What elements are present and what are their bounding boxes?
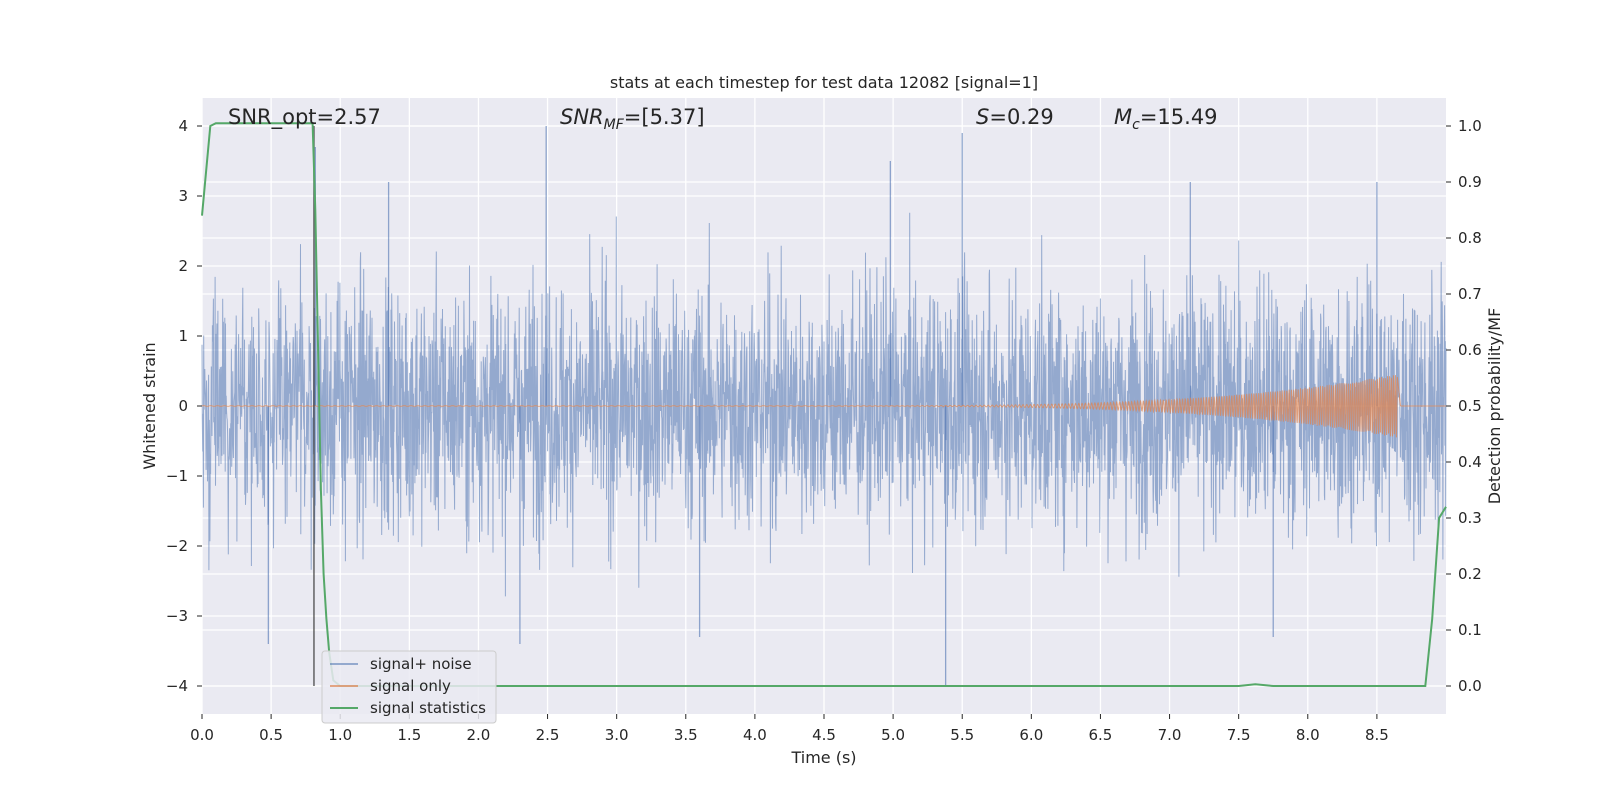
annotation-snr-mf: SNRMF=[5.37] <box>560 105 705 133</box>
annotation-snr-mf-base: SNR <box>560 105 604 129</box>
legend-label-stat: signal statistics <box>370 699 486 717</box>
y-tick-label-5: 1 <box>178 327 188 345</box>
x-tick-label-9: 4.5 <box>812 726 836 744</box>
x-tick-label-0: 0.0 <box>190 726 214 744</box>
y-tick-label-2: −2 <box>166 537 188 555</box>
x-tick-label-10: 5.0 <box>881 726 905 744</box>
x-tick-label-7: 3.5 <box>674 726 698 744</box>
x-tick-label-1: 0.5 <box>259 726 283 744</box>
x-tick-label-16: 8.0 <box>1296 726 1320 744</box>
y-right-tick-label-2: 0.2 <box>1458 565 1482 583</box>
annotation-mc: Mc=15.49 <box>1114 105 1218 133</box>
y-tick-label-1: −3 <box>166 607 188 625</box>
y-right-tick-label-3: 0.3 <box>1458 509 1482 527</box>
x-tick-label-6: 3.0 <box>605 726 629 744</box>
x-tick-label-12: 6.0 <box>1019 726 1043 744</box>
annotation-mc-rest: =15.49 <box>1140 105 1218 129</box>
x-tick-label-4: 2.0 <box>467 726 491 744</box>
legend: signal+ noise signal only signal statist… <box>321 650 497 724</box>
y-ticks: −4 −3 −2 −1 0 1 2 3 4 <box>166 117 202 695</box>
annotation-snr-mf-sub: MF <box>604 117 625 133</box>
y-right-tick-label-9: 0.9 <box>1458 173 1482 191</box>
y-right-tick-label-6: 0.6 <box>1458 341 1482 359</box>
y-tick-label-8: 4 <box>178 117 188 135</box>
x-tick-label-14: 7.0 <box>1158 726 1182 744</box>
y-right-tick-label-10: 1.0 <box>1458 117 1482 135</box>
y-tick-label-7: 3 <box>178 187 188 205</box>
x-tick-label-3: 1.5 <box>397 726 421 744</box>
y-right-tick-label-8: 0.8 <box>1458 229 1482 247</box>
signal-series <box>201 126 1446 686</box>
x-tick-label-8: 4.0 <box>743 726 767 744</box>
annotation-s-rest: =0.29 <box>989 105 1053 129</box>
y-tick-label-0: −4 <box>166 677 188 695</box>
y-tick-label-3: −1 <box>166 467 188 485</box>
legend-label-noise: signal+ noise <box>370 655 472 673</box>
y-tick-label-6: 2 <box>178 257 188 275</box>
signal-chirp-line <box>201 375 1401 438</box>
noise-line <box>201 212 1447 597</box>
y-axis-label-right: Detection probability/MF <box>1485 308 1504 505</box>
x-tick-label-15: 7.5 <box>1227 726 1251 744</box>
annotation-snr-opt: SNR_opt=2.57 <box>228 105 381 130</box>
legend-label-signal: signal only <box>370 677 451 695</box>
annotation-mc-sub: c <box>1132 117 1140 133</box>
x-tick-label-11: 5.5 <box>950 726 974 744</box>
y-right-tick-label-7: 0.7 <box>1458 285 1482 303</box>
y-right-tick-label-4: 0.4 <box>1458 453 1482 471</box>
x-tick-label-17: 8.5 <box>1365 726 1389 744</box>
x-tick-label-2: 1.0 <box>328 726 352 744</box>
annotation-s-label: S <box>976 105 989 129</box>
x-tick-label-5: 2.5 <box>536 726 560 744</box>
y-ticks-right: 0.0 0.1 0.2 0.3 0.4 0.5 0.6 0.7 0.8 0.9 1.0 <box>1446 117 1482 695</box>
x-ticks: 0.0 0.5 1.0 1.5 2.0 2.5 3.0 3.5 4.0 4.5 5.0 5.5 6.0 6… <box>190 714 1389 744</box>
chart-title: stats at each timestep for test data 120… <box>610 73 1038 92</box>
x-axis-label: Time (s) <box>790 748 856 767</box>
annotation-mc-base: M <box>1114 105 1132 129</box>
noise-series <box>201 126 1447 686</box>
annotation-snr-mf-rest: =[5.37] <box>624 105 705 129</box>
y-right-tick-label-0: 0.0 <box>1458 677 1482 695</box>
x-tick-label-13: 6.5 <box>1089 726 1113 744</box>
annotation-s: S=0.29 <box>976 105 1054 129</box>
y-axis-label: Whitened strain <box>140 342 159 469</box>
y-right-tick-label-1: 0.1 <box>1458 621 1482 639</box>
legend-box <box>321 650 497 724</box>
y-tick-label-4: 0 <box>178 397 188 415</box>
y-right-tick-label-5: 0.5 <box>1458 397 1482 415</box>
